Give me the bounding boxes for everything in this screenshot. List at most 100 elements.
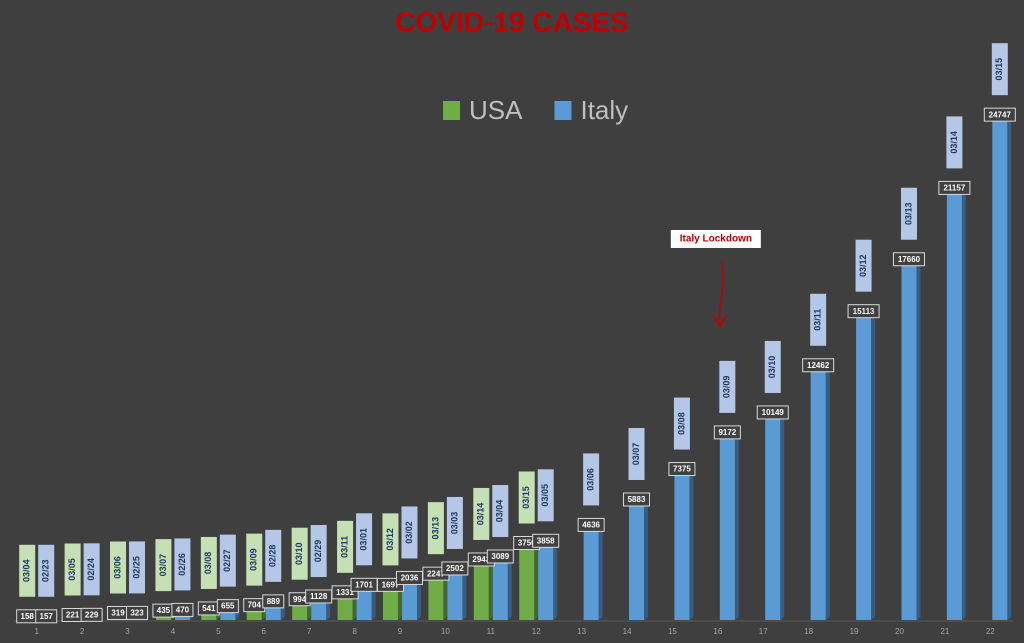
value-label: 24747 [989,110,1012,119]
date-label-box [673,397,690,450]
value-label: 541 [202,604,216,613]
bar-side [488,556,493,620]
bar [356,585,372,620]
x-tick-label: 9 [398,627,403,636]
date-label-box [155,539,172,592]
value-label: 10149 [762,408,785,417]
date-label: 02/24 [86,558,96,581]
value-label-box [486,549,514,564]
value-label-box [713,425,741,440]
value-label: 3750 [518,539,536,548]
value-label-box [216,599,239,614]
date-label: 03/02 [404,521,414,544]
bar-side [462,565,467,620]
annotation: Italy Lockdown [680,234,752,245]
bar [382,585,398,620]
date-label-box [583,453,600,506]
value-label: 470 [176,606,190,615]
date-label: 03/13 [430,517,440,540]
date-label-box [991,43,1008,96]
date-label: 03/09 [249,548,259,571]
date-label: 03/11 [339,536,349,558]
value-label: 3089 [491,552,509,561]
date-label-box [219,534,236,587]
bar [856,311,872,620]
date-label-box [492,484,509,537]
date-label: 03/05 [67,558,77,581]
value-label: 655 [221,602,235,611]
x-tick-label: 21 [940,627,949,636]
date-label: 03/15 [521,486,531,509]
date-label: 02/28 [268,545,278,568]
x-tick-label: 19 [850,627,859,636]
value-label-box [80,607,103,622]
date-label: 03/05 [540,484,550,507]
date-label: 03/03 [449,512,459,535]
bar-side [961,185,966,620]
date-label-box [473,487,490,540]
x-tick-label: 3 [125,627,130,636]
bar [810,365,826,620]
bar-side [825,362,830,620]
value-label-box [532,533,560,548]
x-tick-label: 17 [759,627,768,636]
x-tick-label: 7 [307,627,312,636]
bar-side [916,256,921,620]
date-label-box [900,187,917,240]
date-label-box [382,513,399,566]
x-tick-label: 1 [34,627,39,636]
bar-side [416,575,421,620]
date-label-box [110,541,127,594]
date-label-box [719,360,736,413]
bar-side [507,553,512,620]
bar-side [443,571,448,620]
value-label-box [802,358,835,373]
bar [337,592,353,620]
value-label: 7375 [673,465,691,474]
date-label-box [337,520,354,573]
value-label-box [623,492,651,507]
date-label: 03/11 [813,309,823,331]
date-label-box [200,536,217,589]
value-label-box [892,252,925,267]
date-label: 03/04 [22,560,32,583]
date-label: 03/08 [203,552,213,575]
value-label: 323 [130,609,144,618]
date-label-box [855,239,872,292]
bar [901,259,917,620]
date-label-box [628,427,645,480]
value-label-box [126,605,149,620]
date-label: 03/04 [495,500,505,523]
value-label: 229 [85,610,99,619]
value-label: 15113 [853,307,875,316]
date-label: 03/10 [767,356,777,379]
date-label-box [174,538,191,591]
value-label-box [171,602,194,617]
value-label-box [395,570,423,585]
bar [583,525,599,620]
date-label-box [427,502,444,555]
x-tick-label: 5 [216,627,221,636]
date-label: 03/06 [585,468,595,491]
legend-label: Italy [580,95,628,125]
value-label: 2247 [427,569,445,578]
value-label: 158 [21,612,35,621]
bar-side [734,429,739,620]
value-label: 157 [40,612,54,621]
x-tick-label: 13 [577,627,586,636]
date-label: 03/15 [994,58,1004,81]
x-tick-label: 15 [668,627,677,636]
x-tick-label: 14 [623,627,632,636]
x-tick-label: 16 [713,627,722,636]
date-label-box [810,293,827,346]
x-tick-label: 18 [804,627,813,636]
date-label-box [83,543,100,596]
value-label: 2943 [472,555,490,564]
value-label: 1697 [382,580,400,589]
annotation-arrow [718,261,724,327]
date-label: 03/01 [358,528,368,551]
bar [492,556,508,620]
value-label: 17660 [898,255,921,264]
bar-side [780,409,785,620]
